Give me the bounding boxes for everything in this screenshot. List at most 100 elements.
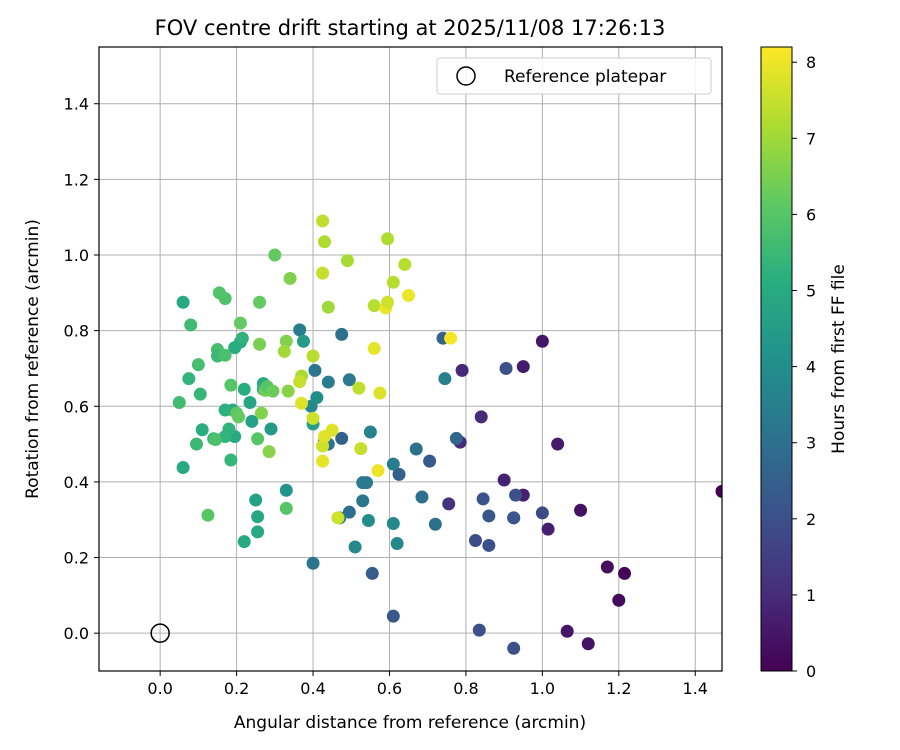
data-point [318, 235, 332, 249]
data-point [281, 384, 295, 398]
reference-point-marker [150, 623, 170, 643]
colorbar-tick-label: 1 [806, 586, 816, 605]
data-point [468, 534, 482, 548]
x-tick-label: 0.4 [300, 679, 325, 698]
data-point [218, 291, 232, 305]
x-tick-label: 0.0 [147, 679, 172, 698]
data-point [253, 295, 267, 309]
data-point [354, 442, 368, 456]
y-axis-label: Rotation from reference (arcmin) [23, 219, 43, 499]
data-point [253, 337, 267, 351]
data-point [386, 609, 400, 623]
y-tick-label: 1.2 [64, 170, 89, 189]
data-point [237, 535, 251, 549]
colorbar-tick-label: 7 [806, 129, 816, 148]
y-axis-ticks: 0.0 0.2 0.4 0.6 0.8 1.0 1.2 1.4 [64, 95, 99, 643]
data-point [472, 623, 486, 637]
y-tick-label: 0.4 [64, 473, 89, 492]
y-tick-label: 0.0 [64, 624, 89, 643]
data-point [201, 508, 215, 522]
data-point [386, 275, 400, 289]
data-point [283, 271, 297, 285]
colorbar-tick-label: 4 [806, 358, 816, 377]
data-point [331, 511, 345, 525]
x-tick-label: 1.0 [530, 679, 555, 698]
data-point [438, 372, 452, 386]
data-point [306, 349, 320, 363]
data-point [381, 232, 395, 246]
colorbar-gradient [760, 46, 793, 672]
data-point [352, 381, 366, 395]
data-point [232, 410, 246, 424]
data-point [363, 425, 377, 439]
data-point [541, 522, 555, 536]
data-point [360, 476, 374, 490]
data-point [373, 386, 387, 400]
data-point [295, 396, 309, 410]
data-point [455, 363, 469, 377]
data-point [224, 378, 238, 392]
data-point [308, 363, 322, 377]
data-point [415, 490, 429, 504]
data-point [497, 473, 511, 487]
data-point [172, 395, 186, 409]
colorbar-tick-label: 2 [806, 510, 816, 529]
grid [99, 47, 722, 671]
data-point [306, 411, 320, 425]
data-point [249, 493, 263, 507]
data-point [423, 454, 437, 468]
plot-frame [98, 46, 723, 672]
data-point [176, 461, 190, 475]
data-point [321, 300, 335, 314]
data-point [381, 295, 395, 309]
data-point [574, 503, 588, 517]
data-point [189, 437, 203, 451]
data-point [516, 360, 530, 374]
data-point [560, 624, 574, 638]
data-point [535, 334, 549, 348]
data-point [266, 384, 280, 398]
colorbar-tick-label: 8 [806, 53, 816, 72]
legend-box [436, 57, 712, 95]
data-point [243, 395, 257, 409]
data-point [340, 254, 354, 268]
colorbar: 0 1 2 3 4 5 6 7 8 Hours from first FF file [760, 46, 849, 681]
x-tick-label: 1.4 [683, 679, 708, 698]
data-point [262, 445, 276, 459]
y-tick-label: 1.0 [64, 246, 89, 265]
colorbar-tick-label: 6 [806, 205, 816, 224]
data-point [310, 391, 324, 405]
data-point [195, 423, 209, 437]
data-point [482, 538, 496, 552]
data-point [176, 295, 190, 309]
data-point [316, 454, 330, 468]
data-point [342, 505, 356, 519]
data-point [581, 637, 595, 651]
data-point [507, 641, 521, 655]
x-tick-label: 0.6 [377, 679, 402, 698]
data-point [237, 382, 251, 396]
data-point [356, 494, 370, 508]
data-point [218, 348, 232, 362]
colorbar-tick-label: 0 [806, 662, 816, 681]
data-point [296, 334, 310, 348]
data-point [182, 372, 196, 386]
x-tick-label: 0.2 [224, 679, 249, 698]
data-point [715, 484, 722, 498]
data-point [371, 464, 385, 478]
data-point [348, 540, 362, 554]
data-point [386, 517, 400, 531]
data-point [367, 341, 381, 355]
data-point [367, 299, 381, 313]
data-point [612, 593, 626, 607]
legend: Reference platepar [436, 57, 712, 95]
data-point [361, 513, 375, 527]
data-point [251, 432, 265, 446]
data-point [184, 318, 198, 332]
data-point [551, 437, 565, 451]
data-point [390, 537, 404, 551]
y-tick-label: 0.2 [64, 549, 89, 568]
data-point [233, 316, 247, 330]
colorbar-label: Hours from first FF file [829, 264, 849, 454]
data-point [509, 488, 523, 502]
